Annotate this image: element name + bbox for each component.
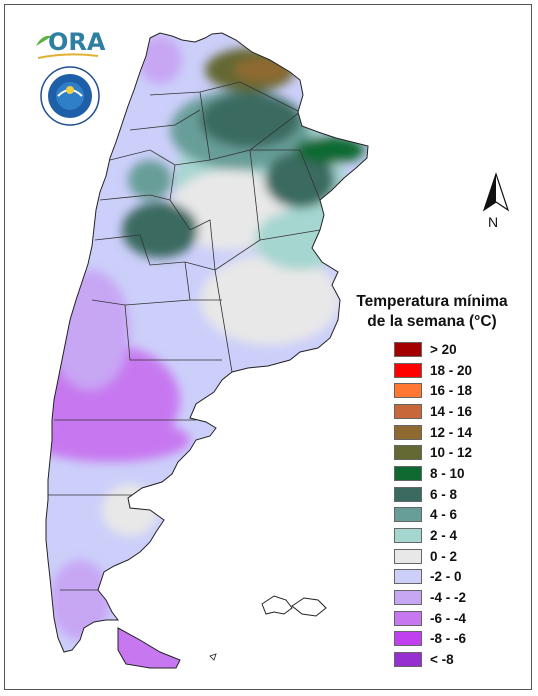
legend-item: 12 - 14 [394,422,528,443]
malvinas-islands [261,595,327,617]
ora-logo-text: ORA [48,28,106,56]
zone-minus6-minus4-band [46,418,190,462]
legend-item: 8 - 10 [394,463,528,484]
legend-label: 16 - 18 [430,383,473,399]
legend-item: 10 - 12 [394,442,528,463]
zone-2-4-litoral [255,210,345,270]
legend-item: 14 - 16 [394,401,528,422]
legend-label: 2 - 4 [430,528,458,544]
legend-swatch [394,652,422,668]
legend-item: -6 - -4 [394,608,528,629]
legend-label: 0 - 2 [430,548,458,564]
legend-title-line1: Temperatura mínima [356,293,508,310]
zone-minus4-minus2-north [138,36,182,84]
legend-label: 14 - 16 [430,403,473,419]
legend-label: 10 - 12 [430,445,473,461]
zone-minus4-minus2-tierra [50,560,110,640]
legend-label: 18 - 20 [430,362,473,378]
legend-item: < -8 [394,649,528,670]
legend-swatch [394,383,422,399]
legend-label: > 20 [430,341,457,357]
legend-items: > 20 18 - 20 16 - 18 14 - 16 12 - 14 10 - 12 8… [394,339,528,670]
legend-item: 16 - 18 [394,380,528,401]
legend-item: 0 - 2 [394,546,528,567]
legend-swatch [394,465,422,481]
legend-item: 18 - 20 [394,360,528,381]
legend-swatch [394,424,422,440]
zone-8-10-misiones [295,136,365,164]
province-borders [48,81,321,591]
legend-swatch [394,341,422,357]
legend-label: -6 - -4 [430,610,467,626]
legend-swatch [394,507,422,523]
legend-item: 6 - 8 [394,484,528,505]
ora-logo: ORA [34,28,106,59]
legend-item: -8 - -6 [394,629,528,650]
legend-title-line2: de la semana (°C) [367,313,497,330]
legend-swatch [394,403,422,419]
smn-seal-logo [40,66,100,126]
smn-seal-icon [40,66,100,126]
legend-item: -2 - 0 [394,567,528,588]
legend-swatch [394,548,422,564]
north-arrow-icon [482,172,510,212]
legend-item: 4 - 6 [394,505,528,526]
zone-6-8-cuyo [122,202,198,258]
legend-item: 2 - 4 [394,525,528,546]
legend-swatch [394,631,422,647]
legend-label: -8 - -6 [430,631,467,647]
legend-item: -4 - -2 [394,587,528,608]
legend: Temperatura mínima de la semana (°C) > 2… [342,292,528,670]
legend-swatch [394,445,422,461]
legend-label: 4 - 6 [430,507,458,523]
zone-12-14-formosa [234,58,290,82]
legend-item: > 20 [394,339,528,360]
legend-swatch [394,486,422,502]
legend-label: 8 - 10 [430,465,465,481]
zone-0-2-pampas [200,255,340,345]
legend-swatch [394,610,422,626]
zone-4-6-noa [128,160,172,200]
legend-swatch [394,590,422,606]
legend-label: 12 - 14 [430,424,473,440]
north-arrow: N [478,172,514,234]
isla-de-los-estados [209,653,217,661]
legend-label: -4 - -2 [430,590,467,606]
zone-minus4-minus2-west [50,270,130,390]
zone-6-8-chaco [200,92,300,148]
north-label: N [488,214,499,230]
legend-label: -2 - 0 [430,569,462,585]
ora-swoosh-icon [38,53,98,59]
legend-label: 6 - 8 [430,486,458,502]
legend-label: < -8 [430,652,454,668]
legend-swatch [394,528,422,544]
tierra-del-fuego [117,627,181,669]
ora-leaf-icon [36,35,52,46]
legend-title: Temperatura mínima de la semana (°C) [342,292,522,332]
legend-swatch [394,362,422,378]
legend-swatch [394,569,422,585]
